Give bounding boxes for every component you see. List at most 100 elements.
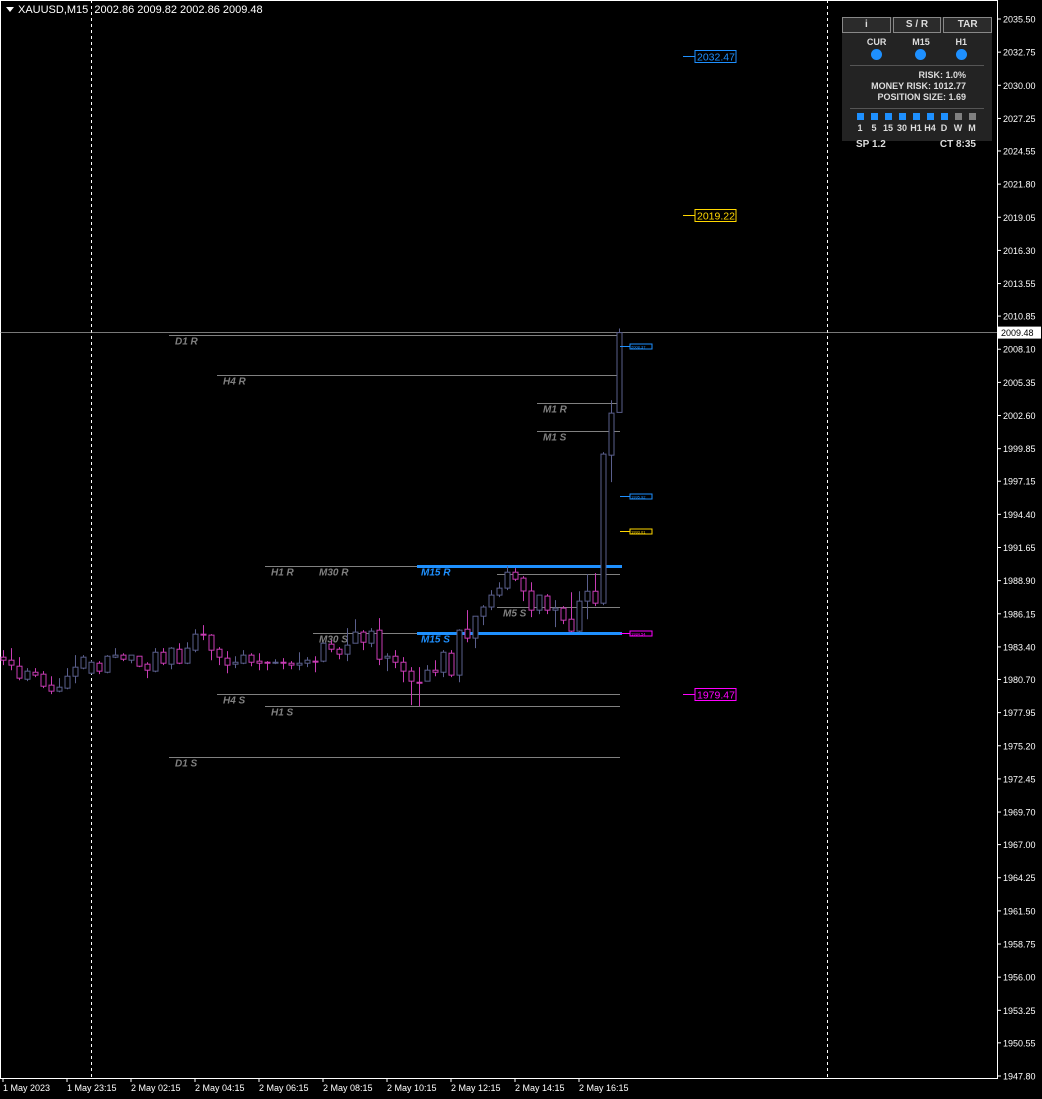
candle-down xyxy=(448,652,455,676)
candle-up xyxy=(424,669,431,682)
y-tick-label: 1961.50 xyxy=(1003,906,1036,916)
timeframe-item: M xyxy=(966,113,978,133)
candle-up xyxy=(88,661,95,674)
candle-down xyxy=(400,661,407,672)
candle-down xyxy=(216,648,223,658)
candle-up xyxy=(384,655,391,659)
current-price-label: 2009.48 xyxy=(1001,328,1034,338)
candle-down xyxy=(16,665,23,679)
target-box xyxy=(694,688,737,701)
risk-panel: i S / R TAR CUR M15 H1 RISK: 1.0% MONEY RI… xyxy=(842,17,993,150)
dropdown-triangle-icon[interactable] xyxy=(6,7,14,12)
candle-up xyxy=(576,600,583,632)
target-label: 2019.22 xyxy=(697,211,735,223)
candle-up xyxy=(536,594,543,611)
x-tick-label: 2 May 02:15 xyxy=(131,1083,181,1093)
candle-up xyxy=(504,571,511,589)
candle-down xyxy=(408,670,415,682)
candle-down xyxy=(360,631,367,643)
candle-down xyxy=(392,655,399,663)
trend-item: CUR xyxy=(866,37,887,60)
timeframe-item: 15 xyxy=(882,113,894,133)
y-tick-label: 1994.40 xyxy=(1003,510,1036,520)
y-tick-label: 2010.85 xyxy=(1003,312,1036,322)
y-tick-label: 2024.55 xyxy=(1003,146,1036,156)
level-label: M15 R xyxy=(421,568,451,579)
candle-down xyxy=(528,590,535,611)
timeframe-square-icon xyxy=(870,113,878,120)
y-tick-label: 2030.00 xyxy=(1003,81,1036,91)
level-label: H4 S xyxy=(223,696,246,707)
candle-down xyxy=(560,607,567,621)
candle-down xyxy=(176,648,183,664)
position-size-text: POSITION SIZE: 1.69 xyxy=(877,92,966,102)
timeframe-item: 30 xyxy=(896,113,908,133)
target-label: 1993.01 xyxy=(631,530,646,535)
x-tick-label: 1 May 2023 xyxy=(3,1083,50,1093)
candle-down xyxy=(264,661,271,664)
candle-up xyxy=(600,453,607,604)
y-tick-label: 1947.80 xyxy=(1003,1072,1036,1082)
chart-header: XAUUSD,M15 2002.86 2009.82 2002.86 2009.… xyxy=(6,4,263,16)
candle-down xyxy=(40,673,47,687)
candle-up xyxy=(608,412,615,456)
timeframe-square-icon xyxy=(856,113,864,120)
candle-up xyxy=(168,647,175,665)
candle-down xyxy=(376,629,383,660)
spread-text: SP 1.2 xyxy=(856,139,886,150)
y-tick-label: 2021.80 xyxy=(1003,180,1036,190)
timeframe-item: H4 xyxy=(924,113,936,133)
y-tick-label: 1967.00 xyxy=(1003,840,1036,850)
candle-up xyxy=(352,631,359,644)
candle-up xyxy=(456,629,463,676)
y-tick-label: 1964.25 xyxy=(1003,873,1036,883)
candle-down xyxy=(464,628,471,639)
candle-down xyxy=(208,634,215,651)
timeframe-label: M xyxy=(968,123,976,133)
y-tick-label: 1969.70 xyxy=(1003,808,1036,818)
support-resistance-button[interactable]: S / R xyxy=(892,17,942,33)
divider xyxy=(850,108,984,109)
candle-up xyxy=(240,654,247,664)
candle-down xyxy=(256,660,263,664)
candle-down xyxy=(512,571,519,580)
timeframe-label: 30 xyxy=(896,123,907,133)
timeframe-square-icon xyxy=(968,113,976,120)
level-label: D1 S xyxy=(175,759,198,770)
info-button[interactable]: i xyxy=(842,17,891,33)
candle-up xyxy=(552,607,559,611)
level-label: M1 R xyxy=(543,405,568,416)
candle-down xyxy=(312,660,319,663)
candle-down xyxy=(200,633,207,636)
candle-down xyxy=(0,656,7,661)
y-tick-label: 1972.45 xyxy=(1003,774,1036,784)
y-tick-label: 2008.10 xyxy=(1003,345,1036,355)
timeframe-label: D xyxy=(940,123,948,133)
level-label: M15 S xyxy=(421,635,450,646)
y-tick-label: 2013.55 xyxy=(1003,279,1036,289)
candle-down xyxy=(520,577,527,592)
target-box xyxy=(629,528,653,535)
trend-dot-icon xyxy=(915,49,927,60)
candle-up xyxy=(80,656,87,669)
candle-up xyxy=(64,675,71,689)
timeframe-label: 1 xyxy=(857,123,863,133)
y-tick-label: 1999.85 xyxy=(1003,444,1036,454)
candle-down xyxy=(336,648,343,655)
trend-item: M15 xyxy=(912,37,930,60)
candle-down xyxy=(568,618,575,632)
targets-button[interactable]: TAR xyxy=(943,17,993,33)
y-tick-label: 1991.65 xyxy=(1003,543,1036,553)
candle-up xyxy=(488,594,495,608)
y-tick-label: 1956.00 xyxy=(1003,973,1036,983)
y-tick-label: 2035.50 xyxy=(1003,15,1036,25)
candle-up xyxy=(128,654,135,661)
timeframe-square-icon xyxy=(926,113,934,120)
y-tick-label: 2002.60 xyxy=(1003,411,1036,421)
trend-label: CUR xyxy=(866,37,887,47)
candle-up xyxy=(296,662,303,666)
ohlc-label: 2002.86 2009.82 2002.86 2009.48 xyxy=(94,4,263,16)
candle-up xyxy=(192,633,199,651)
candle-down xyxy=(592,590,599,604)
